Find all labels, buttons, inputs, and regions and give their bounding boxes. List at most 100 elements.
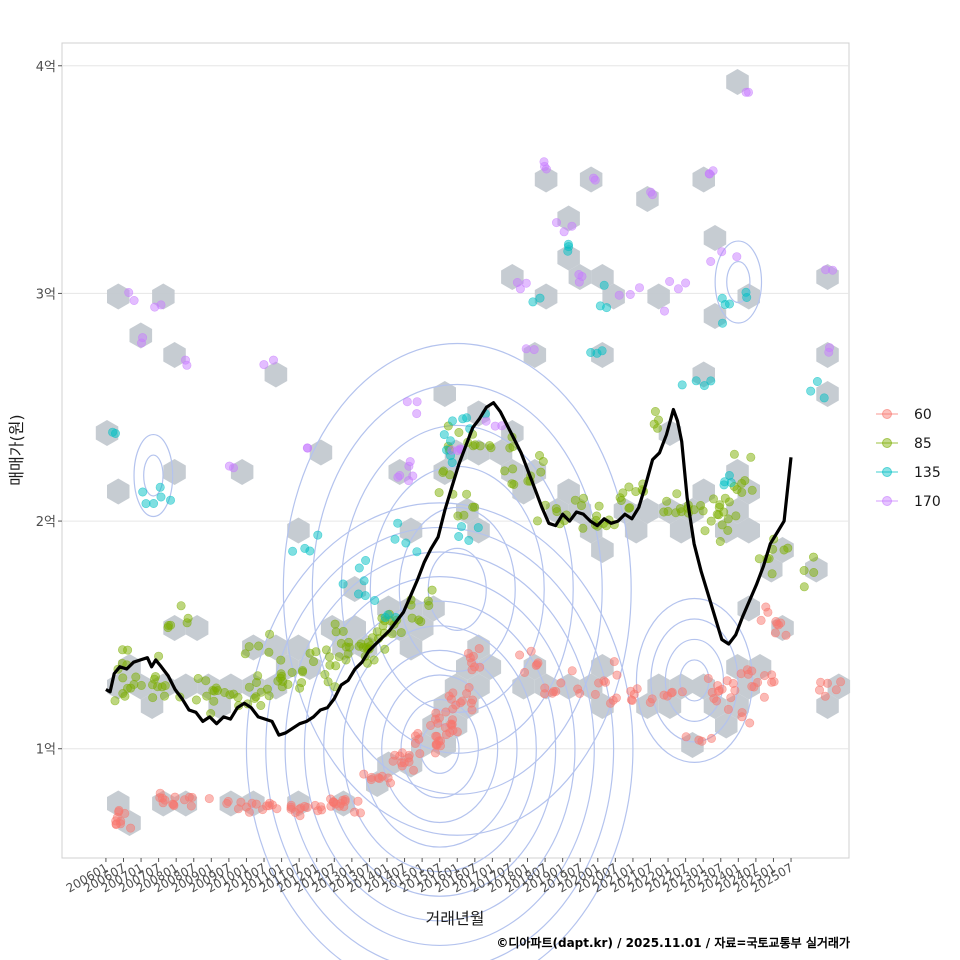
point-163: [629, 689, 639, 699]
point-495: [535, 293, 545, 303]
point-234: [148, 693, 158, 703]
contour-4: [342, 625, 537, 873]
point-149: [609, 657, 619, 667]
point-415: [723, 525, 733, 535]
point-23: [184, 792, 194, 802]
point-210: [706, 733, 716, 743]
hex-bin-85: [636, 498, 659, 524]
point-516: [724, 470, 734, 480]
point-502: [599, 280, 609, 290]
point-177: [703, 673, 713, 683]
point-288: [330, 619, 340, 629]
point-404: [663, 506, 673, 516]
point-330: [407, 613, 417, 623]
point-176: [707, 687, 717, 697]
point-578: [673, 284, 683, 294]
point-193: [736, 669, 746, 679]
point-164: [677, 687, 687, 697]
hex-bin-84: [624, 517, 648, 544]
point-458: [265, 629, 275, 639]
point-479: [370, 595, 380, 605]
point-351: [486, 443, 496, 453]
point-328: [423, 596, 433, 606]
point-298: [334, 652, 344, 662]
point-310: [380, 644, 390, 654]
point-146: [556, 678, 566, 688]
contour-22: [726, 260, 751, 304]
hex-bin-48: [140, 693, 164, 719]
point-540: [302, 443, 312, 453]
point-84: [397, 748, 407, 758]
point-452: [164, 620, 174, 630]
point-50: [353, 796, 363, 806]
point-245: [209, 696, 219, 706]
point-154: [605, 698, 615, 708]
contour-13: [635, 597, 753, 763]
point-324: [427, 585, 437, 595]
point-547: [412, 409, 422, 419]
point-114: [447, 715, 457, 725]
point-558: [521, 278, 531, 288]
point-532: [138, 333, 148, 343]
point-570: [589, 173, 599, 183]
point-414: [724, 497, 734, 507]
point-147: [573, 684, 583, 694]
point-373: [578, 493, 588, 503]
point-592: [521, 344, 531, 354]
point-481: [390, 534, 400, 544]
point-587: [741, 87, 751, 97]
point-408: [671, 508, 681, 518]
x-axis-title: 거래년월: [426, 909, 485, 928]
point-585: [706, 256, 716, 266]
point-306: [356, 639, 366, 649]
point-542: [395, 470, 405, 480]
point-192: [747, 666, 757, 676]
point-526: [456, 522, 466, 532]
hex-bin-105: [163, 459, 186, 485]
point-186: [753, 677, 763, 687]
point-520: [812, 376, 822, 386]
point-101: [432, 740, 442, 750]
point-230: [136, 680, 146, 690]
legend-label-135: 135: [914, 465, 941, 481]
point-545: [408, 471, 418, 481]
point-464: [155, 482, 165, 492]
point-199: [771, 616, 781, 626]
point-168: [662, 691, 672, 701]
point-123: [448, 688, 458, 698]
point-563: [559, 227, 569, 237]
point-583: [732, 252, 742, 262]
point-35: [247, 798, 257, 808]
hex-bin-89: [669, 517, 693, 544]
legend-key-135: [882, 467, 892, 477]
y-tick-label-2: 3억: [36, 287, 56, 302]
point-472: [353, 589, 363, 599]
point-556: [490, 421, 500, 431]
contour-23: [714, 240, 763, 324]
point-144: [549, 687, 559, 697]
point-47: [300, 801, 310, 811]
point-335: [434, 488, 444, 498]
point-409: [706, 516, 716, 526]
point-461: [138, 487, 148, 497]
point-270: [287, 667, 297, 677]
hex-bin-42: [816, 693, 839, 719]
contour-19: [282, 342, 632, 836]
hex-bin-66: [399, 634, 423, 661]
point-251: [208, 685, 218, 695]
point-202: [761, 602, 771, 612]
point-1: [126, 823, 136, 833]
point-49: [295, 811, 305, 821]
hex-bin-124: [264, 361, 288, 388]
contour-21: [133, 433, 174, 518]
point-576: [665, 276, 675, 286]
point-457: [254, 641, 264, 651]
point-208: [820, 691, 830, 701]
point-455: [240, 649, 250, 659]
point-206: [831, 685, 841, 695]
point-99: [431, 731, 441, 741]
point-239: [154, 651, 164, 661]
point-228: [118, 673, 128, 683]
point-354: [508, 464, 518, 474]
legend-label-60: 60: [914, 407, 932, 423]
